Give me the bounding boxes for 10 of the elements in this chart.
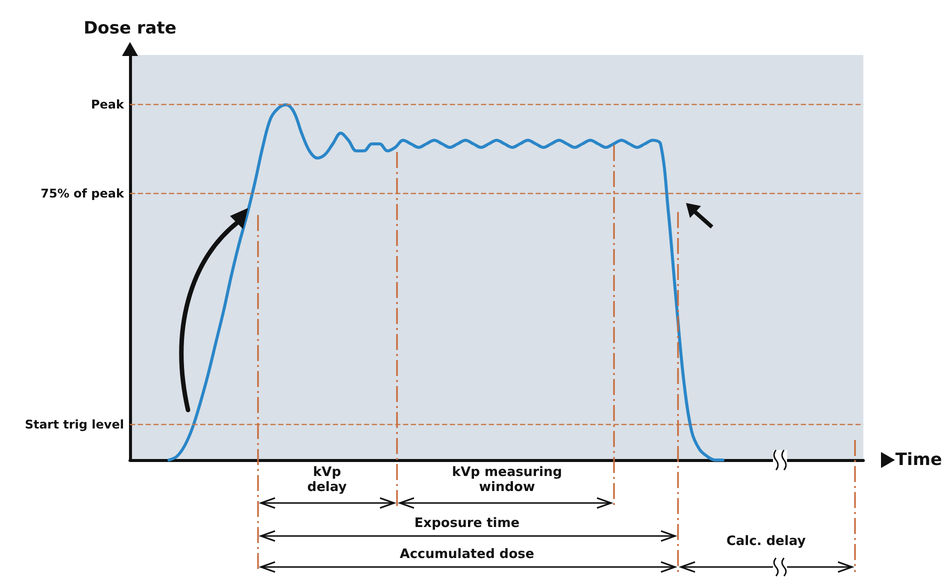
text: kVp measuring window	[452, 465, 562, 495]
text: kVp delay	[307, 465, 348, 495]
y-axis-title: Dose rate	[84, 18, 176, 38]
ref-line-label: Start trig level	[24, 417, 124, 432]
text: Calc. delay	[726, 534, 806, 549]
ref-line-label: 75% of peak	[40, 186, 126, 201]
x-axis-title: Time	[895, 450, 942, 470]
ref-line-label: Peak	[90, 98, 126, 112]
text: Accumulated dose	[400, 547, 534, 562]
text: Exposure time	[414, 516, 520, 531]
